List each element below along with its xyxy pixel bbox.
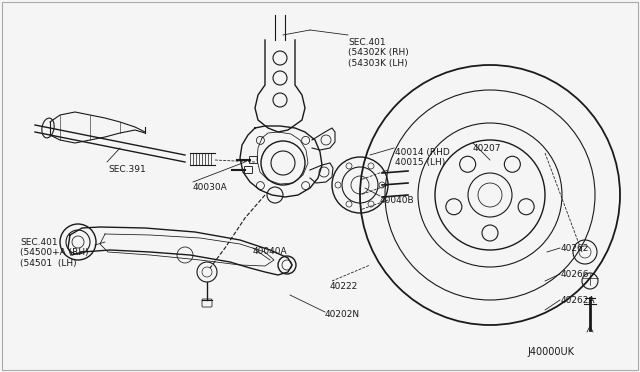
- Text: 40014 (RHD
40015 (LH): 40014 (RHD 40015 (LH): [395, 148, 450, 167]
- Text: 40262: 40262: [561, 244, 589, 253]
- Text: SEC.401
(54302K (RH)
(54303K (LH): SEC.401 (54302K (RH) (54303K (LH): [348, 38, 409, 68]
- Text: 40040B: 40040B: [380, 196, 415, 205]
- Text: 40040A: 40040A: [253, 247, 287, 256]
- Text: SEC.401
(54500+A (RH)
(54501  (LH): SEC.401 (54500+A (RH) (54501 (LH): [20, 238, 88, 268]
- Text: 40207: 40207: [473, 144, 502, 153]
- Text: 40262A: 40262A: [561, 296, 595, 305]
- Text: 40030A: 40030A: [193, 183, 228, 192]
- Text: 40202N: 40202N: [325, 310, 360, 319]
- Text: SEC.391: SEC.391: [108, 165, 146, 174]
- Text: 40266: 40266: [561, 270, 589, 279]
- Text: J40000UK: J40000UK: [527, 347, 574, 357]
- Text: 40222: 40222: [330, 282, 358, 291]
